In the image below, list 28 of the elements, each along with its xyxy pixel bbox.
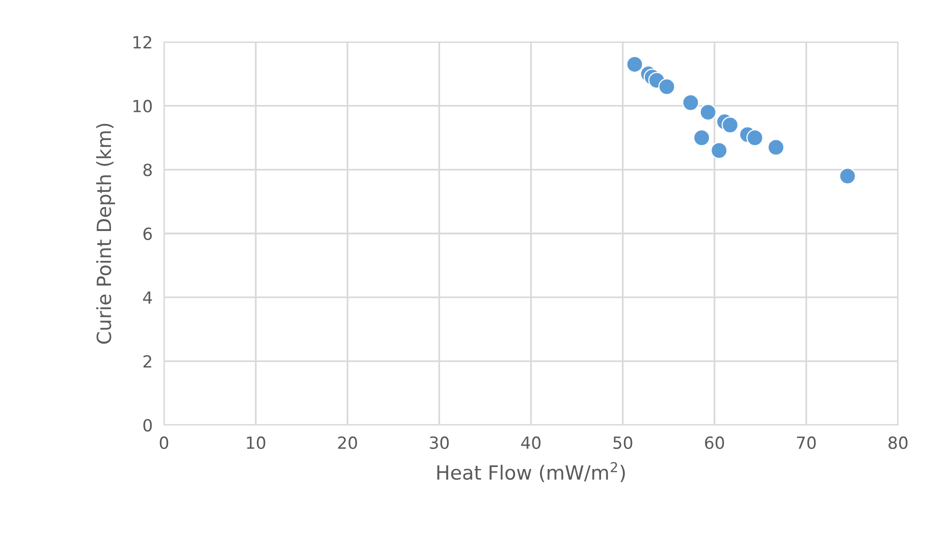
point — [710, 142, 728, 159]
x-tick-label: 30 — [430, 436, 449, 450]
point — [700, 104, 717, 121]
x-tick-label: 10 — [246, 436, 266, 450]
point — [768, 138, 784, 156]
x-axis-title: Heat Flow (mW/m$^{2}$) — [437, 462, 625, 482]
x-tick-label: 50 — [613, 436, 632, 450]
point — [626, 56, 644, 73]
y-tick-label: 4 — [143, 292, 152, 304]
point — [746, 129, 764, 146]
x-tick-label: 70 — [797, 436, 816, 450]
point — [682, 94, 700, 112]
y-tick-label: 6 — [143, 227, 152, 240]
y-tick-label: 2 — [144, 355, 152, 368]
point — [722, 116, 739, 134]
x-tick-label: 80 — [888, 436, 908, 450]
y-tick-label: 8 — [143, 164, 152, 176]
x-tick-label: 20 — [338, 436, 357, 450]
point — [658, 78, 676, 96]
y-tick-label: 12 — [134, 36, 152, 48]
y-axis-title: Curie Point Depth (km) — [96, 124, 116, 344]
y-tick-label: 0 — [143, 418, 152, 432]
point — [839, 168, 856, 185]
x-tick-label: 40 — [521, 436, 540, 450]
y-tick-label: 10 — [134, 100, 152, 112]
x-tick-label: 0 — [160, 436, 168, 450]
x-tick-label: 60 — [705, 436, 724, 450]
point — [693, 129, 710, 146]
